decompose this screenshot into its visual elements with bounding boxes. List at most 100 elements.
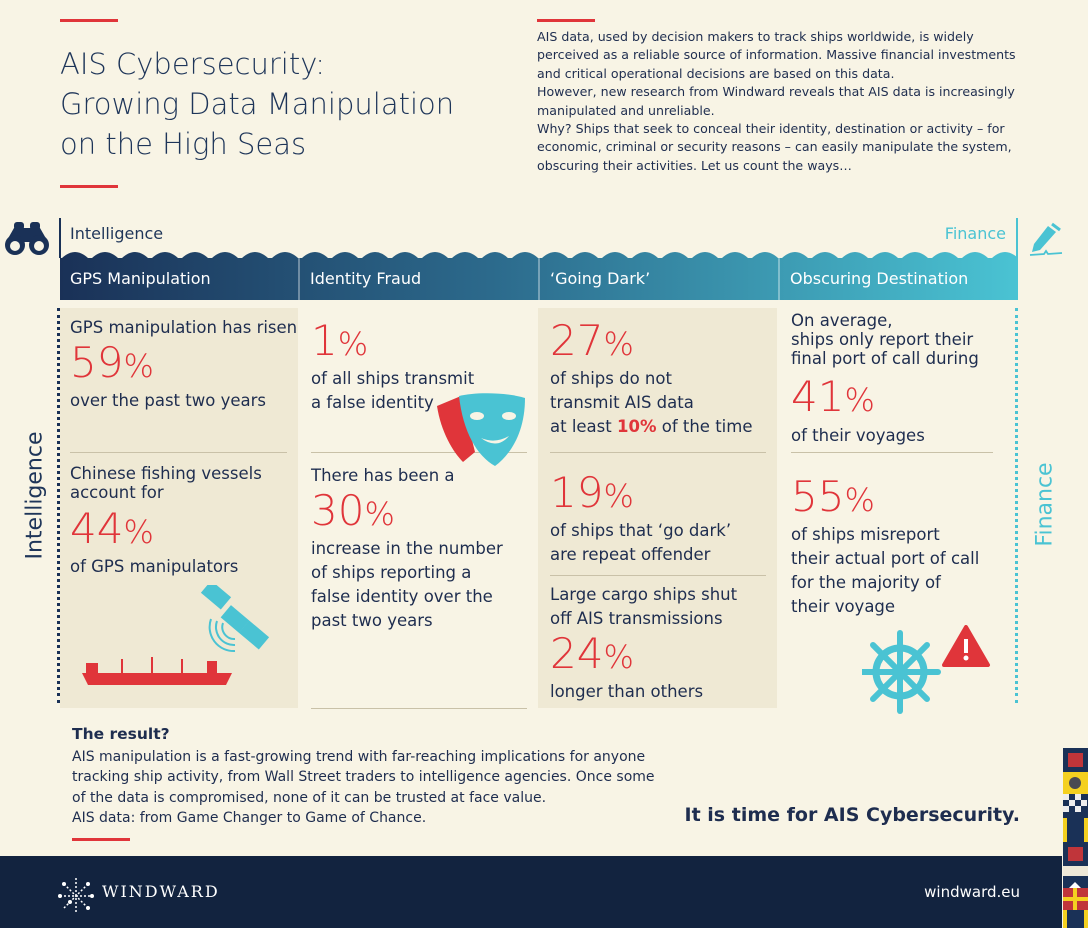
stat-text: final port of call during: [791, 349, 979, 368]
stat-number: 44%: [70, 506, 262, 555]
percent-sign: %: [844, 381, 875, 419]
stat-no-ais: 27% of ships do not transmit AIS data at…: [550, 318, 752, 439]
stat-number: 55%: [791, 474, 979, 523]
percent-sign: %: [603, 477, 634, 515]
title-line: AIS Cybersecurity:: [60, 47, 326, 81]
column-panel: [538, 308, 777, 708]
stat-text: increase in the number: [311, 539, 503, 558]
dotted-line: [1015, 308, 1018, 703]
stat-text: of the time: [656, 417, 753, 436]
stat-text: at least 10% of the time: [550, 415, 752, 439]
stat-text: their actual port of call: [791, 549, 980, 568]
stat-text: of ships that ‘go dark’: [550, 521, 732, 540]
stat-text: There has been a: [311, 466, 455, 485]
stat-value: 19: [550, 468, 604, 517]
theater-masks-icon: [437, 393, 525, 466]
tab-identity-fraud: Identity Fraud: [300, 258, 540, 300]
intro-paragraph: However, new research from Windward reve…: [537, 84, 1015, 118]
stat-text: for the majority of: [791, 573, 941, 592]
stat-text: Large cargo ships shut: [550, 585, 738, 604]
stat-false-identity: 1% of all ships transmit a false identit…: [311, 318, 474, 415]
intro-paragraph: AIS data, used by decision makers to tra…: [537, 29, 1016, 81]
stat-text: at least: [550, 417, 617, 436]
percent-sign: %: [123, 513, 154, 551]
stat-text: past two years: [311, 611, 433, 630]
result-section: The result? AIS manipulation is a fast-g…: [72, 724, 672, 829]
stat-number: 30%: [311, 488, 503, 537]
stat-repeat-offender: 19% of ships that ‘go dark’ are repeat o…: [550, 470, 731, 567]
stat-text: of all ships transmit: [311, 369, 475, 388]
nautical-flags-icon: [1063, 748, 1088, 928]
ship-icon: [82, 657, 232, 685]
windward-logo-icon: [58, 878, 94, 914]
divider: [550, 575, 766, 576]
stat-value: 41: [791, 372, 845, 421]
tab-gps-manipulation: GPS Manipulation: [60, 258, 300, 300]
divider: [70, 452, 287, 453]
stat-text: false identity over the: [311, 587, 493, 606]
stat-text: ships only report their: [791, 330, 974, 349]
stat-text: of GPS manipulators: [70, 557, 239, 576]
stat-gps-rise: GPS manipulation has risen 59% over the …: [70, 316, 297, 413]
band-left-label: Intelligence: [70, 224, 164, 243]
stat-value: 30: [311, 486, 365, 535]
tab-obscuring-destination: Obscuring Destination: [790, 269, 969, 288]
intro-paragraph: Why? Ships that seek to conceal their id…: [537, 121, 1012, 173]
side-label-finance: Finance: [1032, 462, 1058, 547]
stat-misreport: 55% of ships misreport their actual port…: [791, 474, 979, 619]
satellite-icon: [200, 585, 270, 653]
stat-text: of ships reporting a: [311, 563, 472, 582]
tab-going-dark: ‘Going Dark’: [540, 258, 780, 300]
percent-sign: %: [337, 325, 369, 363]
stat-value: 59: [70, 338, 124, 387]
stat-number: 59%: [70, 340, 297, 389]
result-text: AIS data: from Game Changer to Game of C…: [72, 810, 427, 826]
stat-chinese-vessels: Chinese fishing vessels account for 44% …: [70, 464, 262, 576]
percent-sign: %: [603, 638, 634, 676]
stat-final-port: On average, ships only report their fina…: [791, 311, 979, 445]
pen-signature-icon: [1029, 222, 1063, 256]
highlight: 10%: [616, 417, 657, 436]
stat-text: Chinese fishing vessels: [70, 464, 262, 483]
intro-text: AIS data, used by decision makers to tra…: [537, 28, 1027, 175]
result-heading: The result?: [72, 725, 170, 743]
percent-sign: %: [844, 481, 875, 519]
divider: [311, 452, 527, 453]
website-link[interactable]: windward.eu: [924, 883, 1020, 901]
stat-cargo-shutoff: Large cargo ships shut off AIS transmiss…: [550, 583, 737, 704]
stat-text: off AIS transmissions: [550, 609, 723, 628]
ship-wheel-warning-icon: [862, 625, 990, 714]
percent-sign: %: [603, 325, 634, 363]
stat-number: 19%: [550, 470, 731, 519]
stat-number: 27%: [550, 318, 752, 367]
stat-text: over the past two years: [70, 391, 266, 410]
side-label-intelligence: Intelligence: [22, 431, 48, 560]
divider: [60, 19, 118, 22]
divider: [791, 452, 993, 453]
call-to-action: It is time for AIS Cybersecurity.: [684, 804, 1020, 826]
percent-sign: %: [364, 495, 395, 533]
dotted-line: [57, 308, 60, 703]
stat-number: 1%: [311, 318, 474, 367]
stat-text: On average,: [791, 311, 893, 330]
divider: [72, 838, 130, 841]
stat-text: of ships do not: [550, 369, 672, 388]
stat-value: 1: [311, 316, 338, 365]
stat-value: 27: [550, 316, 604, 365]
binoculars-icon: [5, 222, 49, 255]
stat-text: of ships misreport: [791, 525, 940, 544]
divider: [311, 708, 527, 709]
result-text: AIS manipulation is a fast-growing trend…: [72, 748, 655, 806]
stat-text: GPS manipulation has risen: [70, 318, 298, 337]
stat-value: 55: [791, 472, 845, 521]
band-right-label: Finance: [944, 224, 1006, 243]
stat-identity-increase: There has been a 30% increase in the num…: [311, 464, 503, 633]
band-edge: [59, 218, 61, 258]
stat-text: of their voyages: [791, 426, 925, 445]
footer: WINDWARD windward.eu: [0, 856, 1062, 928]
stat-value: 44: [70, 504, 124, 553]
percent-sign: %: [123, 347, 154, 385]
divider: [550, 452, 766, 453]
category-tabs: GPS Manipulation Identity Fraud ‘Going D…: [60, 258, 1018, 300]
page-title: AIS Cybersecurity: Growing Data Manipula…: [60, 44, 520, 164]
